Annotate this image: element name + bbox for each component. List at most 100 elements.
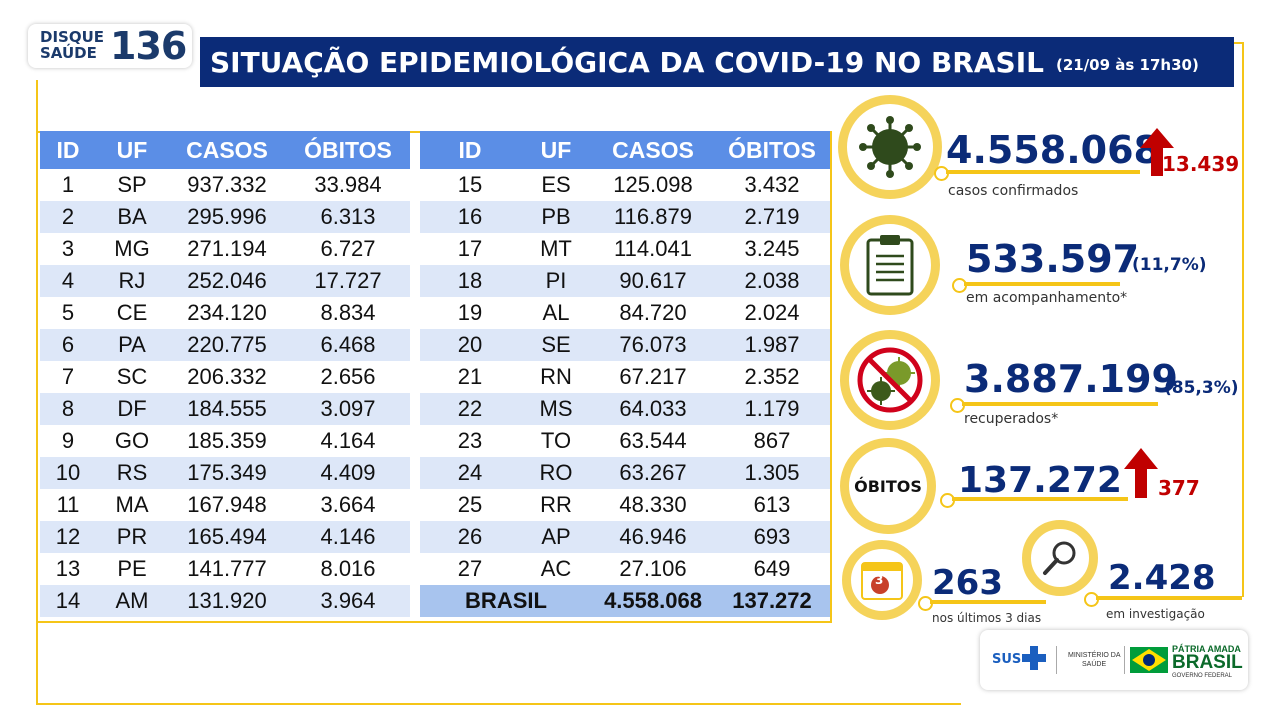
table-cell: 26 [420,521,520,553]
ministry-line1: MINISTÉRIO DA [1068,652,1121,659]
table-cell: 48.330 [619,492,687,517]
table-cell: 125.098 [613,172,693,197]
table-cell: 141.777 [187,556,267,581]
deaths-value: 137.272 [958,460,1122,501]
recovered-pct: (85,3%) [1164,378,1239,398]
table-cell: RR [540,492,572,517]
ministry-line2: SAÚDE [1082,661,1107,668]
table-cell: 184.555 [168,393,286,425]
table-row: 1 SP 937.332 33.984 [40,169,410,201]
table-cell: 3.097 [286,393,410,425]
deaths-increase: 377 [1158,476,1200,500]
column-header: CASOS [168,131,286,169]
underline [964,282,1120,286]
table-cell: 84.720 [619,300,687,325]
table-cell: 27 [457,556,483,581]
underline [1096,596,1242,600]
table-cell: 63.544 [619,428,687,453]
table-cell: 167.948 [187,492,267,517]
table-cell: 114.041 [614,236,692,261]
table-cell: 17.727 [286,265,410,297]
underline [962,402,1158,406]
table-row: 26 AP 46.946 693 [420,521,830,553]
table-cell: 27.106 [619,556,687,581]
table-cell: 10 [40,457,96,489]
virus-icon-circle [838,95,942,199]
table-row: 22 MS 64.033 1.179 [420,393,830,425]
table-row: 20 SE 76.073 1.987 [420,329,830,361]
table-cell: 14 [40,585,96,617]
clipboard-icon-circle [840,215,940,315]
saude-text: SAÚDE [40,44,97,62]
table-row: 15 ES 125.098 3.432 [420,169,830,201]
table-cell: CE [116,300,148,325]
table-cell: 3.664 [320,492,376,517]
investigation-value: 2.428 [1108,558,1216,598]
table-cell: MS [520,393,592,425]
table-row: 2 BA 295.996 6.313 [40,201,410,233]
table-cell: 234.120 [187,300,267,325]
table-row: 11 MA 167.948 3.664 [40,489,410,521]
table-cell: PI [520,265,592,297]
table-cell: 3.964 [286,585,410,617]
underline [946,170,1140,174]
table-cell: MT [540,236,572,261]
recovered-label: recuperados* [964,411,1059,427]
recovered-value: 3.887.199 [964,357,1178,401]
table-cell: 867 [753,428,791,453]
table-cell: 185.359 [187,428,267,453]
table-cell: 76.073 [592,329,714,361]
table-row: 8 DF 184.555 3.097 [40,393,410,425]
investigation-label: em investigação [1106,607,1205,621]
table-cell: 9 [61,428,75,453]
table-cell: AC [540,556,572,581]
frame-bottom-line [36,703,961,705]
table-cell: BA [96,201,168,233]
page-title: SITUAÇÃO EPIDEMIOLÓGICA DA COVID-19 NO B… [210,45,1044,79]
table-cell: 90.617 [592,265,714,297]
frame-right-top-line [1234,42,1244,44]
table-row: 23 TO 63.544 867 [420,425,830,457]
table-row: 5 CE 234.120 8.834 [40,297,410,329]
table-row: 21 RN 67.217 2.352 [420,361,830,393]
table-cell: AM [96,585,168,617]
calendar-icon-circle [842,540,922,620]
table-cell: AP [520,521,592,553]
table-cell: 11 [56,492,80,517]
calendar-number: 3 [875,573,884,587]
table-cell: 6.313 [286,201,410,233]
column-header: ÓBITOS [286,131,410,169]
table-cell: 937.332 [187,172,267,197]
table-row: 18 PI 90.617 2.038 [420,265,830,297]
table-cell: DF [96,393,168,425]
sus-cross-icon [1022,646,1046,670]
table-cell: 2.038 [714,265,830,297]
table-cell: 23 [457,428,483,453]
frame-right-line [1242,42,1244,597]
increase-arrow-icon [1124,448,1158,498]
total-row: BRASIL 4.558.068 137.272 [420,585,830,617]
table-cell: SC [116,364,148,389]
recent-label: nos últimos 3 dias [932,611,1042,625]
table-cell: 67.217 [619,364,687,389]
table-cell: 16 [420,201,520,233]
table-cell: 15 [457,172,483,197]
column-header: CASOS [592,131,714,169]
no-virus-icon-circle [840,330,940,430]
table-cell: 206.332 [187,364,267,389]
table-cell: 116.879 [592,201,714,233]
table-cell: RJ [96,265,168,297]
underline [952,497,1128,501]
table-row: 17 MT 114.041 3.245 [420,233,830,265]
table-cell: 2.024 [744,300,800,325]
table-cell: 1 [61,172,75,197]
table-cell: 2.352 [744,364,800,389]
table-cell: 649 [753,556,791,581]
recent-value: 263 [932,563,1003,603]
table-cell: RO [520,457,592,489]
table-cell: MG [114,236,150,261]
table-row: 14 AM 131.920 3.964 [40,585,410,617]
table-cell: 6.468 [286,329,410,361]
governo-text: GOVERNO FEDERAL [1172,673,1233,679]
table-cell: 24 [420,457,520,489]
